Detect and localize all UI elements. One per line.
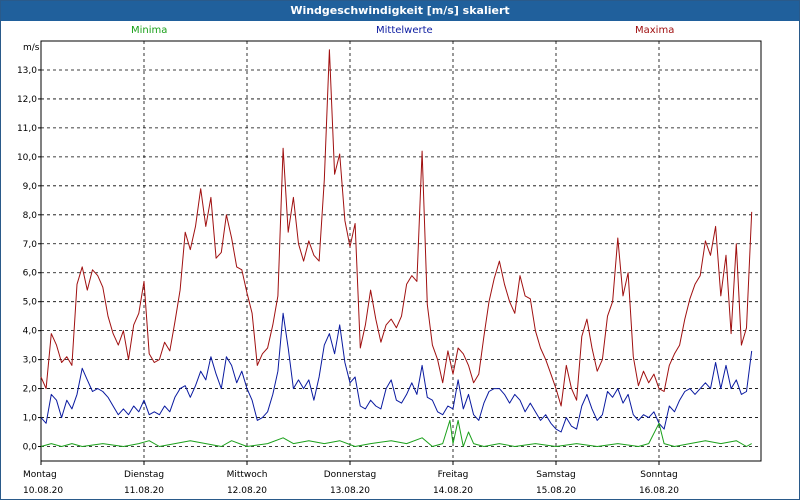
x-tick-date-label: 13.08.20	[330, 486, 370, 496]
legend-mittelwerte: Mittelwerte	[376, 25, 433, 36]
y-tick-label: 5,0	[23, 298, 38, 308]
legend-minima: Minima	[131, 25, 168, 36]
x-tick-date-label: 10.08.20	[23, 486, 63, 496]
y-tick-label: 6,0	[23, 269, 38, 279]
x-tick-date-label: 12.08.20	[227, 486, 267, 496]
plot-frame	[40, 40, 762, 462]
y-tick-label: 9,0	[23, 182, 38, 192]
grid-layer	[38, 40, 762, 465]
x-tick-day-label: Sonntag	[640, 470, 677, 480]
y-tick-label: 8,0	[23, 211, 38, 221]
y-tick-label: 2,0	[23, 385, 38, 395]
x-tick-date-label: 16.08.20	[639, 486, 679, 496]
x-tick-date-label: 11.08.20	[124, 486, 164, 496]
series-line-mittelwerte	[40, 312, 753, 433]
series-line-maxima	[40, 49, 753, 407]
x-tick-day-label: Mittwoch	[227, 470, 268, 480]
legend-maxima: Maxima	[635, 25, 675, 36]
x-tick-day-label: Samstag	[536, 470, 575, 480]
y-tick-label: 1,0	[23, 414, 38, 424]
x-tick-day-label: Donnerstag	[324, 470, 377, 480]
y-tick-label: 7,0	[23, 240, 38, 250]
y-tick-label: 10,0	[17, 153, 37, 163]
y-tick-label: 12,0	[17, 95, 37, 105]
x-tick-day-label: Dienstag	[124, 470, 164, 480]
x-tick-day-label: Freitag	[438, 470, 469, 480]
series-line-minima	[40, 419, 752, 447]
axis-layer: 0,0 1,0 2,0 3,0 4,0 5,0 6,0 7,0 8,0 9,0 10,0 11,0 12…	[17, 43, 679, 496]
y-axis-label: m/s	[23, 43, 40, 53]
y-tick-label: 13,0	[17, 66, 37, 76]
series-layer	[40, 49, 753, 447]
y-tick-label: 0,0	[23, 443, 38, 453]
window-title: Windgeschwindigkeit [m/s] skaliert	[1, 1, 799, 21]
x-tick-date-label: 14.08.20	[433, 486, 473, 496]
y-tick-label: 3,0	[23, 356, 38, 366]
x-tick-date-label: 15.08.20	[536, 486, 576, 496]
x-tick-day-label: Montag	[23, 470, 57, 480]
y-tick-label: 4,0	[23, 327, 38, 337]
y-tick-label: 11,0	[17, 124, 37, 134]
